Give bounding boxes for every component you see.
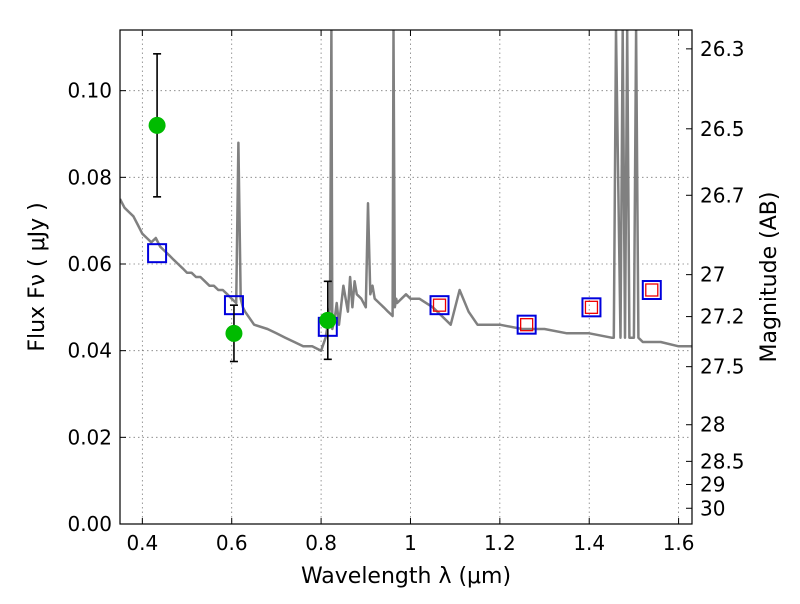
y-tick-label: 0.02: [67, 425, 112, 449]
y2-tick-label: 28: [700, 413, 725, 437]
model-photometry-square: [581, 297, 602, 318]
x-tick-label: 0.6: [216, 531, 248, 555]
upper-limit-square: [584, 300, 599, 314]
x-tick-label: 1: [404, 531, 417, 555]
y2-tick-label: 27.2: [700, 305, 745, 329]
observed-point: [148, 116, 166, 134]
x-axis-label: Wavelength λ (μm): [301, 564, 511, 589]
grid-layer: [120, 30, 692, 525]
y2-tick-label: 30: [700, 496, 725, 520]
x-tick-label: 1.4: [573, 531, 605, 555]
model-photometry-square: [641, 280, 662, 300]
y2-tick-label: 26.3: [700, 37, 745, 61]
y2-tick-label: 28.5: [700, 449, 745, 473]
y2-tick-label: 26.7: [700, 183, 745, 207]
plot-frame: [119, 29, 693, 525]
y-tick-label: 0.10: [67, 79, 112, 103]
y2-tick-label: 27.5: [700, 355, 745, 379]
x-tick-label: 0.8: [305, 531, 337, 555]
y-tick-label: 0.00: [67, 512, 112, 536]
y2-tick-label: 29: [700, 472, 725, 496]
x-tick-label: 1.2: [484, 531, 516, 555]
x-tick-label: 1.6: [663, 531, 695, 555]
upper-limit-square: [520, 318, 534, 332]
upper-limit-square: [432, 298, 447, 312]
x-tick-label: 0.4: [126, 531, 158, 555]
axis-layer: 0.4 0.6 0.8 1 1.2 1.4 1.6 0.00 0.02 0.04 0.06 0.08 0…: [67, 30, 745, 555]
y2-axis-label: Magnitude (AB): [757, 192, 782, 363]
observed-point: [319, 311, 337, 329]
plot-layer: [120, 30, 692, 363]
model-spectrum-line: [120, 30, 692, 352]
model-photometry-square: [429, 295, 450, 316]
y-tick-label: 0.04: [67, 339, 112, 363]
y-tick-label: 0.06: [67, 252, 112, 276]
y-axis-label: Flux Fν ( μJy ): [25, 202, 50, 351]
model-photometry-square: [147, 243, 168, 264]
upper-limit-square: [645, 283, 659, 297]
y2-tick-label: 27: [700, 263, 725, 287]
model-photometry-square: [516, 314, 537, 335]
observed-point: [225, 324, 243, 342]
y2-tick-label: 26.5: [700, 117, 745, 141]
y-tick-label: 0.08: [67, 165, 112, 189]
